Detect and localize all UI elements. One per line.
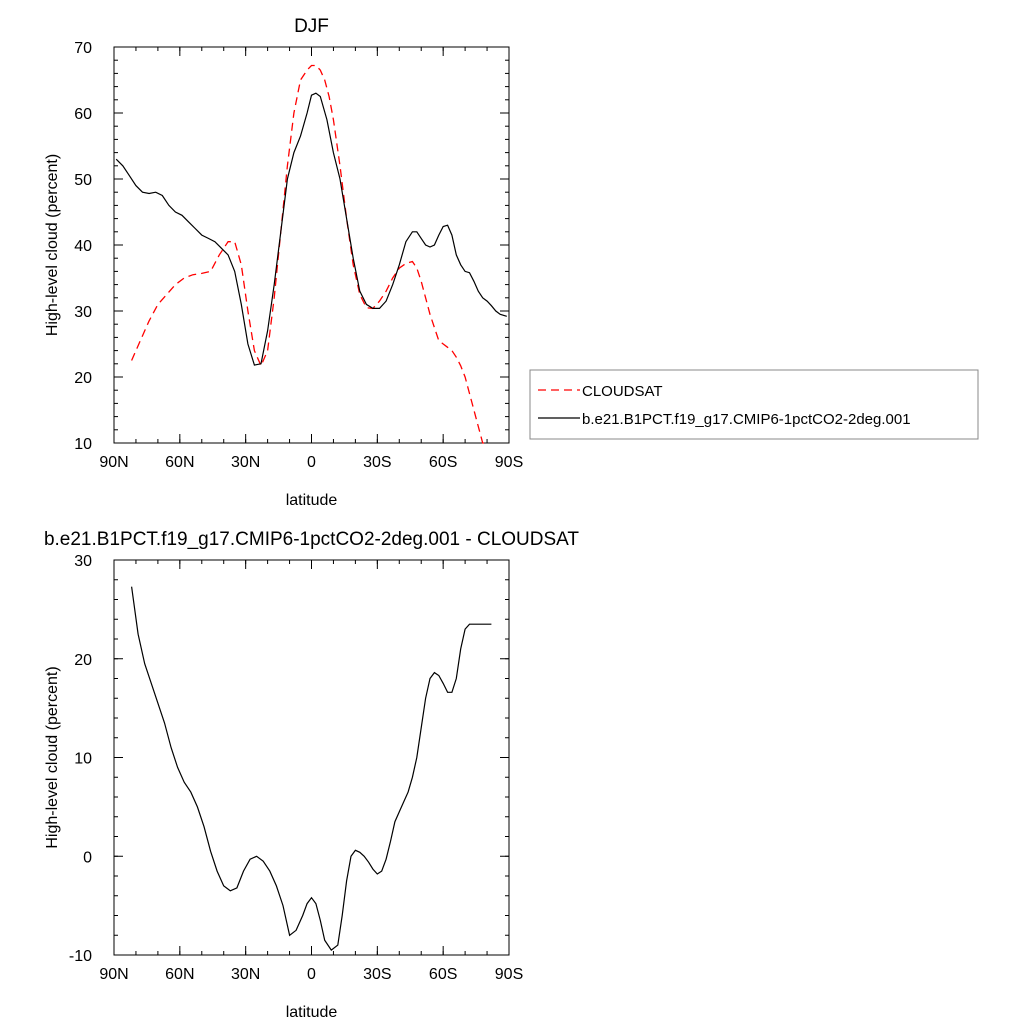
chart-title: b.e21.B1PCT.f19_g17.CMIP6-1pctCO2-2deg.0… — [44, 529, 579, 550]
y-tick-label: 10 — [74, 436, 92, 453]
y-tick-label: 20 — [74, 652, 92, 669]
x-tick-label: 60S — [429, 966, 457, 983]
x-axis-label: latitude — [286, 492, 338, 509]
y-tick-label: 40 — [74, 238, 92, 255]
x-tick-label: 0 — [307, 454, 316, 471]
panel-djf: DJF 90N 60N 30N 0 30S 60S 90S 10 20 30 40 50 60 70 lati… — [44, 16, 979, 509]
legend-label: CLOUDSAT — [582, 383, 663, 400]
y-tick-label: 70 — [74, 40, 92, 57]
x-tick-label: 30S — [363, 966, 391, 983]
x-tick-label: 30S — [363, 454, 391, 471]
panel-difference: b.e21.B1PCT.f19_g17.CMIP6-1pctCO2-2deg.0… — [44, 529, 579, 1021]
series-line-model — [115, 92, 507, 366]
x-tick-label: 90N — [99, 454, 128, 471]
legend-label: b.e21.B1PCT.f19_g17.CMIP6-1pctCO2-2deg.0… — [582, 411, 911, 428]
y-tick-label: 30 — [74, 553, 92, 570]
y-axis-label: High-level cloud (percent) — [44, 154, 61, 336]
y-axis-label: High-level cloud (percent) — [44, 666, 61, 848]
y-tick-label: 20 — [74, 370, 92, 387]
plot-frame — [113, 46, 510, 444]
series-line-cloudsat — [131, 64, 488, 444]
x-tick-label: 30N — [231, 966, 260, 983]
y-tick-label: 10 — [74, 751, 92, 768]
x-axis-label: latitude — [286, 1004, 338, 1021]
x-tick-label: 0 — [307, 966, 316, 983]
y-tick-label: 0 — [83, 849, 92, 866]
x-tick-label: 90S — [495, 454, 523, 471]
y-tick-label: 50 — [74, 172, 92, 189]
series-line-difference — [131, 586, 492, 951]
x-tick-label: 60S — [429, 454, 457, 471]
x-tick-label: 90N — [99, 966, 128, 983]
x-tick-label: 60N — [165, 966, 194, 983]
x-tick-label: 60N — [165, 454, 194, 471]
x-tick-label: 30N — [231, 454, 260, 471]
plot-frame — [113, 559, 510, 956]
y-tick-label: -10 — [69, 948, 92, 965]
chart-title: DJF — [294, 16, 329, 37]
legend-box — [529, 369, 979, 440]
y-tick-label: 30 — [74, 304, 92, 321]
y-tick-label: 60 — [74, 106, 92, 123]
x-tick-label: 90S — [495, 966, 523, 983]
